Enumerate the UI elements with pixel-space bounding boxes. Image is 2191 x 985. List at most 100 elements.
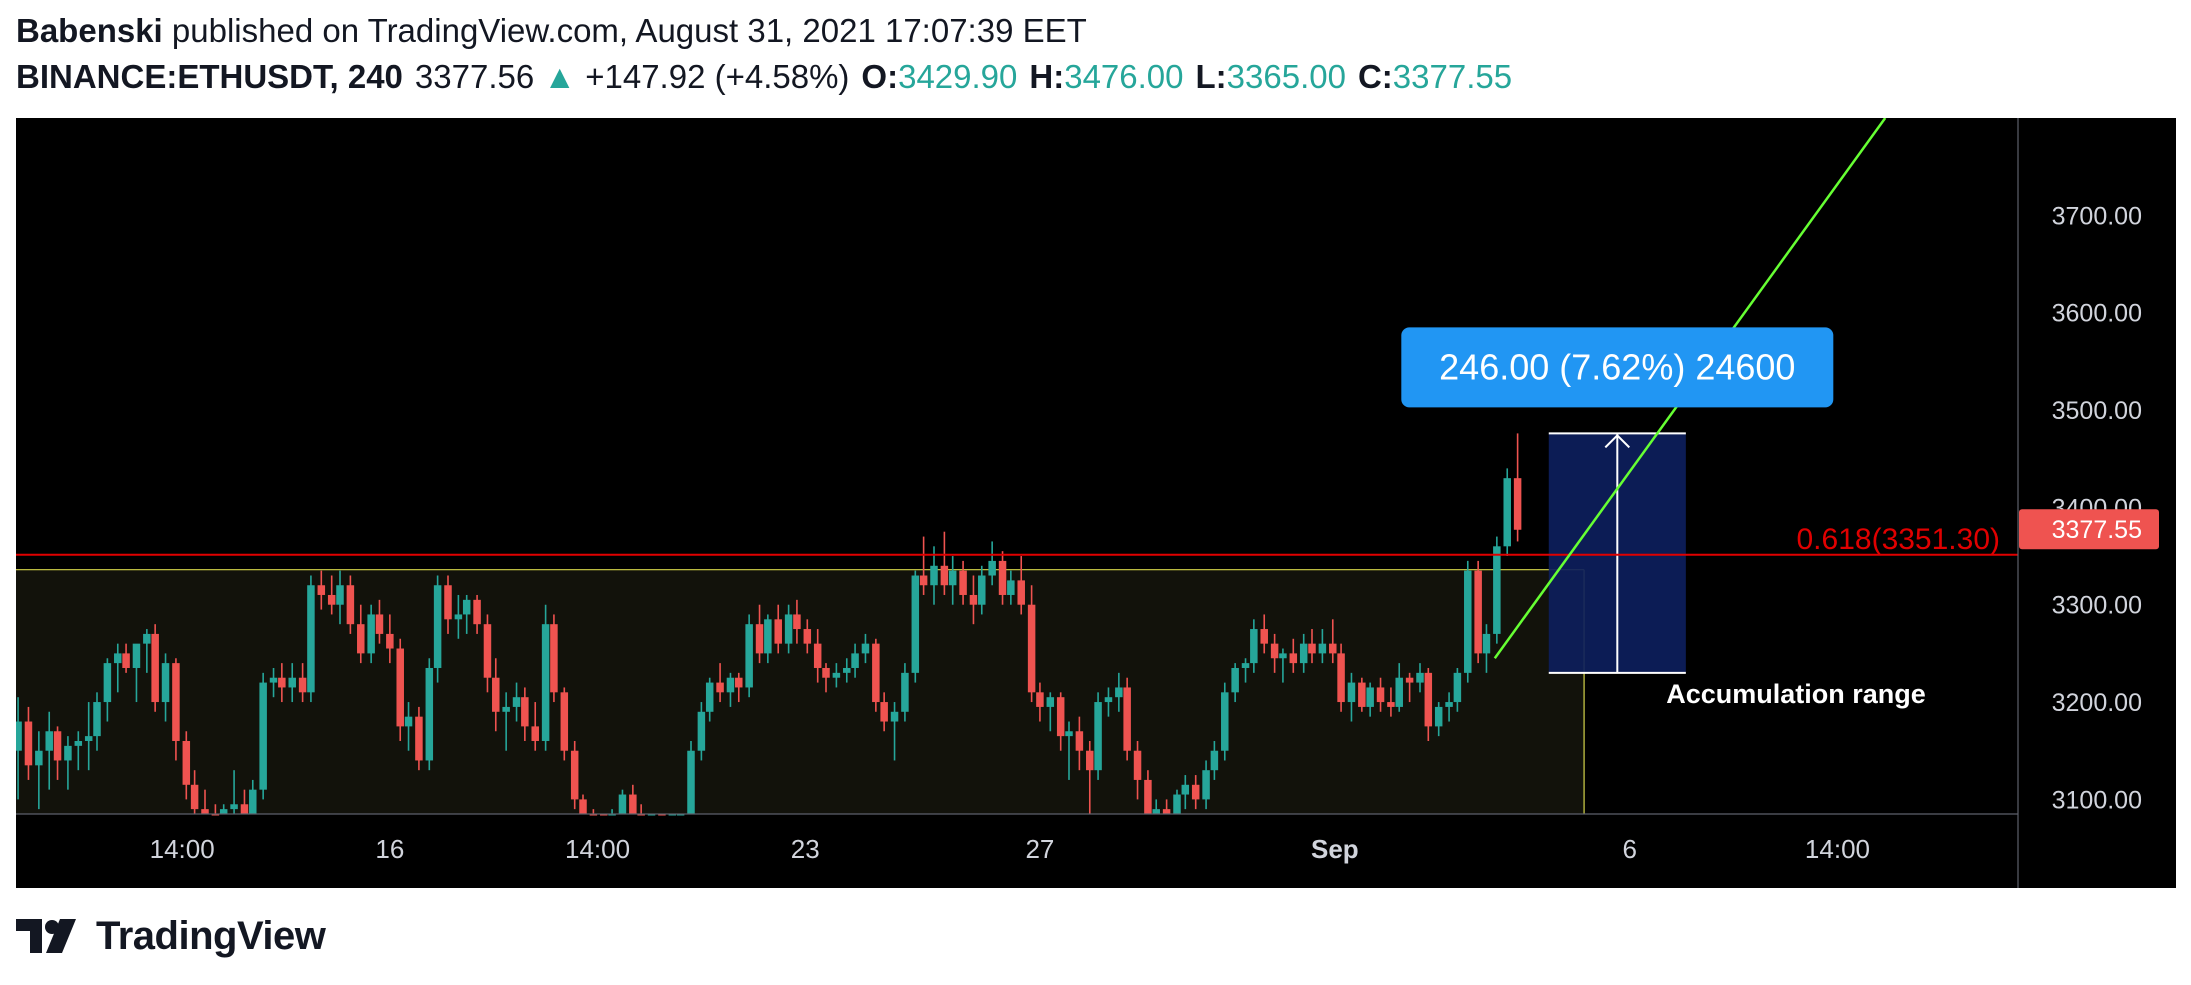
candle [890, 702, 899, 761]
candle-body [637, 814, 645, 816]
candle-body [1337, 653, 1345, 703]
candle-body [1453, 672, 1462, 703]
candle-body [600, 814, 608, 816]
candle [784, 604, 793, 654]
candle [307, 575, 315, 703]
candle-body [1123, 687, 1131, 751]
candle [269, 667, 278, 698]
candle [998, 551, 1007, 605]
x-tick-label: Sep [1311, 834, 1359, 864]
candle-body [298, 677, 307, 693]
last-price-label-box [2019, 509, 2159, 550]
candle [978, 565, 986, 615]
candle [93, 692, 101, 751]
candle [764, 614, 772, 664]
candle-body [1318, 643, 1327, 654]
candle [629, 784, 637, 814]
author-name[interactable]: Babenski [16, 12, 163, 49]
candle [182, 731, 191, 800]
candle [1123, 677, 1131, 761]
candle [560, 687, 569, 761]
candle-body [919, 575, 928, 586]
candle-body [608, 814, 616, 816]
candle-body [1387, 702, 1395, 707]
candle [1231, 663, 1239, 703]
candle-body [1056, 697, 1065, 737]
candle [697, 702, 706, 761]
candle-body [1094, 702, 1102, 771]
candle [35, 731, 43, 810]
candle-body [521, 697, 529, 727]
candle [1513, 433, 1522, 542]
candle-body [1162, 809, 1171, 814]
candle [415, 706, 423, 771]
candle-body [948, 570, 957, 586]
tradingview-logo-icon [16, 918, 76, 953]
y-tick-label: 3200.00 [2052, 689, 2142, 717]
candle [1279, 648, 1287, 683]
candle-body [1202, 770, 1210, 800]
candle [550, 614, 558, 703]
candle [969, 575, 978, 625]
candle [1173, 789, 1181, 814]
candle [1191, 775, 1200, 810]
candle-body [1250, 629, 1258, 664]
candle-body [53, 731, 62, 761]
tradingview-branding[interactable]: TradingView [16, 914, 326, 959]
candle-body [1395, 677, 1403, 707]
candle-body [161, 663, 170, 703]
candle-body [676, 814, 685, 816]
candle [483, 614, 492, 693]
candle [103, 658, 112, 722]
candle-body [1181, 784, 1190, 795]
x-tick-label: 14:00 [150, 834, 215, 864]
candle [1424, 667, 1433, 741]
candle [84, 702, 93, 771]
candle [201, 789, 209, 814]
candle [288, 663, 296, 703]
candle-body [454, 614, 463, 620]
candle-body [1086, 750, 1094, 771]
candle-body [132, 643, 141, 668]
candle-body [843, 667, 851, 673]
candle [190, 770, 199, 814]
time-axis[interactable] [16, 815, 2018, 888]
close-value: 3377.55 [1392, 58, 1513, 95]
candle-body [784, 614, 793, 644]
candle-body [851, 653, 859, 668]
candle-body [697, 711, 706, 751]
candle-body [813, 643, 822, 668]
candle [1210, 740, 1219, 780]
candle [336, 570, 344, 625]
candle-body [550, 624, 558, 693]
candle [1221, 682, 1229, 761]
candle-body [230, 804, 238, 810]
y-tick-label: 3500.00 [2052, 397, 2142, 425]
candle-body [930, 565, 938, 586]
candle-body [716, 682, 724, 693]
candle-body [249, 789, 257, 814]
last-price: 3377.56 [414, 58, 535, 95]
accumulation-range-zone[interactable] [16, 569, 1585, 814]
candle [114, 643, 122, 693]
candle-body [1173, 794, 1181, 814]
candle [492, 658, 500, 732]
candle [589, 809, 598, 816]
candle [327, 575, 336, 615]
candle [45, 711, 53, 790]
y-tick-label: 3700.00 [2052, 202, 2142, 230]
candle-body [151, 633, 159, 703]
candle [1075, 716, 1084, 771]
candle [959, 560, 967, 605]
candle-body [1376, 687, 1385, 703]
candle [317, 570, 326, 610]
candle [278, 663, 286, 703]
candle [1318, 629, 1327, 664]
candle-body [745, 624, 753, 688]
candle-body [122, 653, 130, 668]
candle-body [531, 726, 539, 741]
price-chart[interactable]: 0.618(3351.30) 246.00 (7.62%) 24600 Accumu… [16, 118, 2176, 888]
x-tick-label: 16 [375, 834, 404, 864]
candle-body [182, 740, 191, 785]
candle-body [1299, 643, 1308, 664]
